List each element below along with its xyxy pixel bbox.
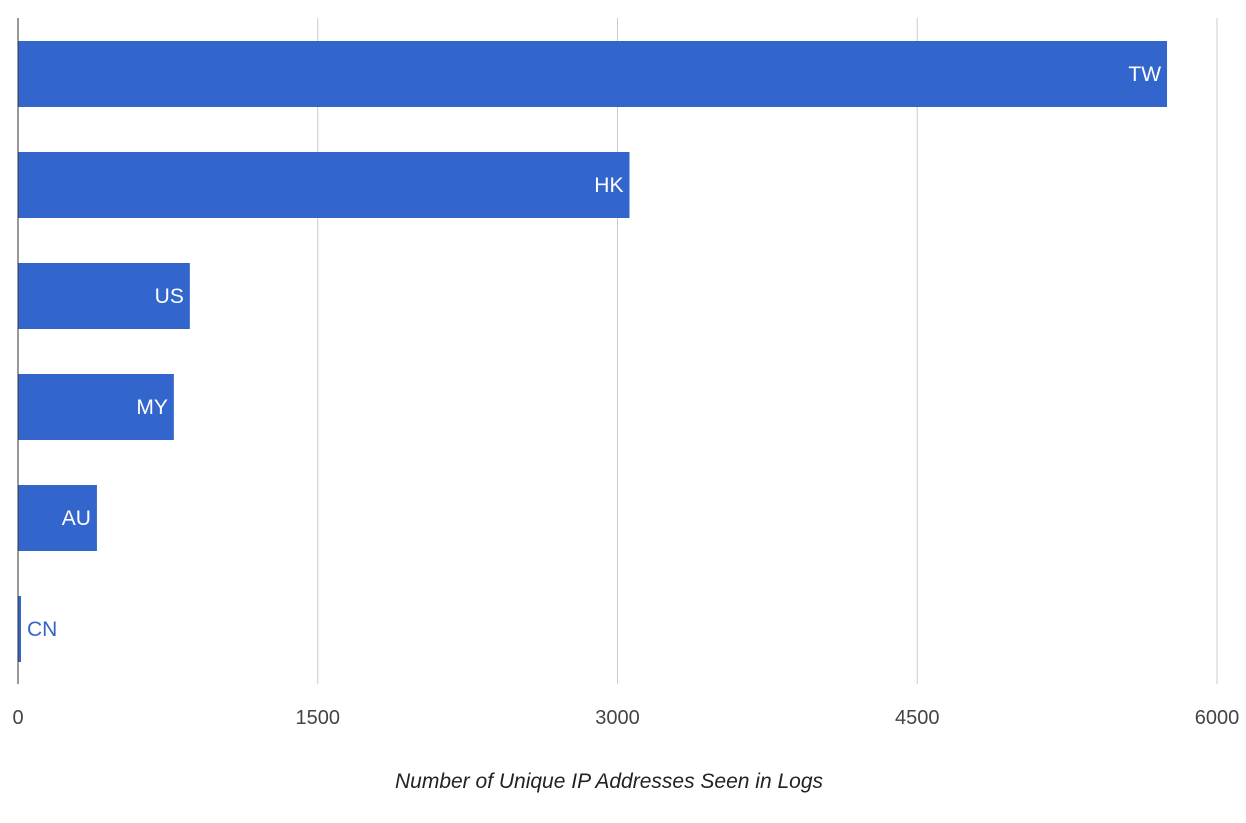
bar-labels: TW HK US MY AU CN — [27, 63, 1161, 641]
x-tick-label-4500: 4500 — [895, 707, 940, 729]
bar-label-au: AU — [62, 507, 91, 530]
bar-my — [18, 374, 174, 440]
bar-au — [18, 485, 97, 551]
bar-label-hk: HK — [594, 174, 623, 197]
x-tick-label-0: 0 — [12, 707, 23, 729]
gridlines — [317, 18, 1218, 684]
x-axis-title: Number of Unique IP Addresses Seen in Lo… — [395, 770, 824, 793]
bar-label-cn: CN — [27, 618, 57, 641]
x-tick-label-6000: 6000 — [1195, 707, 1240, 729]
bar-label-tw: TW — [1128, 63, 1161, 86]
bar-cn — [18, 596, 21, 662]
bar-hk — [18, 152, 630, 218]
x-tick-label-3000: 3000 — [595, 707, 640, 729]
x-tick-label-1500: 1500 — [296, 707, 341, 729]
bar-tw — [18, 41, 1168, 107]
x-tick-labels: 0 1500 3000 4500 6000 — [12, 707, 1239, 729]
bar-label-my: MY — [136, 396, 168, 419]
bar-us — [18, 263, 190, 329]
bar-label-us: US — [155, 285, 184, 308]
bars — [18, 41, 1168, 662]
